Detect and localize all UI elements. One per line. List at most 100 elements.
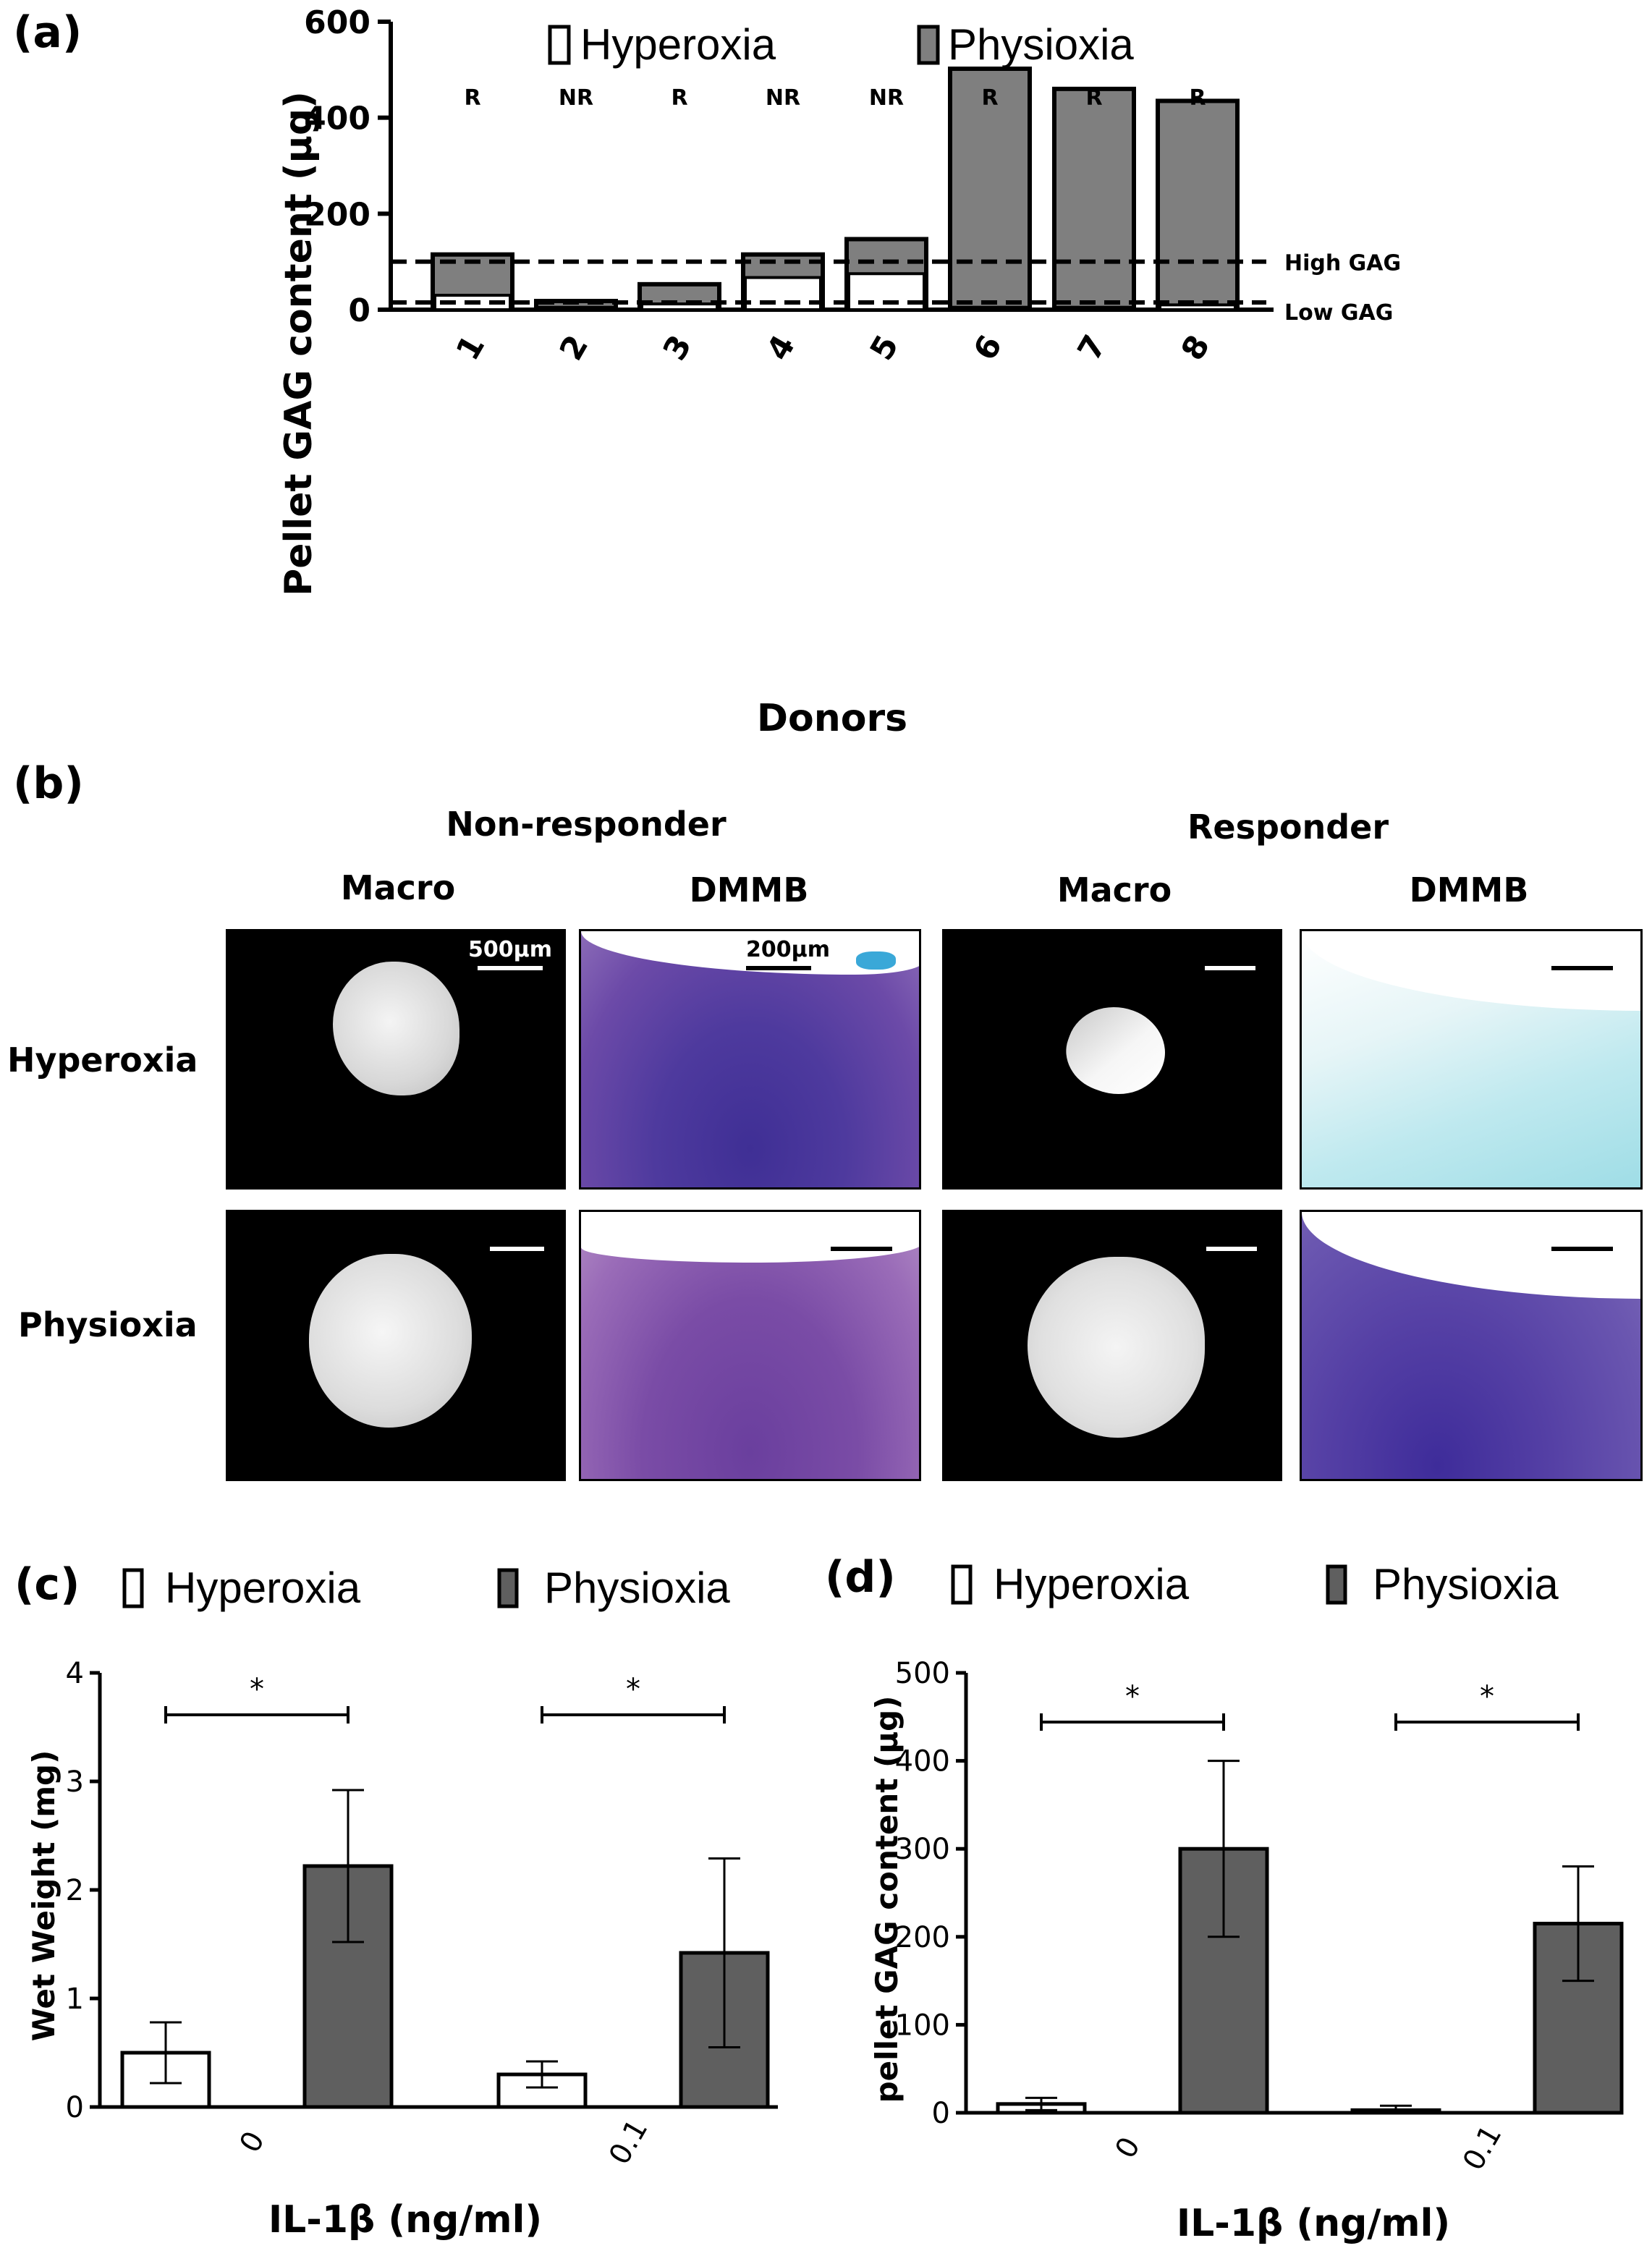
legend-c-physioxia-swatch bbox=[497, 1568, 519, 1608]
panel-a-y-axis-title: Pellet GAG content (μg) bbox=[277, 91, 321, 596]
panel-a-bar-hyperoxia bbox=[1055, 305, 1133, 311]
panel-a-letter: (a) bbox=[13, 7, 82, 58]
panel-d-y-tick-label: 0 bbox=[932, 2097, 950, 2130]
dmmb-image-responder-physioxia bbox=[1300, 1210, 1643, 1481]
legend-c-hyperoxia-swatch bbox=[122, 1568, 144, 1608]
panel-a-threshold-label: High GAG bbox=[1284, 251, 1401, 276]
panel-d-x-tick-label: 0.1 bbox=[1457, 2119, 1509, 2176]
row-header-physioxia: Physioxia bbox=[18, 1305, 198, 1344]
panel-b: (b) Non-responder Responder Macro DMMB M… bbox=[0, 752, 1652, 1481]
legend-hyperoxia-label: Hyperoxia bbox=[580, 20, 776, 69]
panel-a-response-label: NR bbox=[869, 85, 904, 111]
legend-d-physioxia-swatch bbox=[1326, 1564, 1347, 1605]
panel-d-y-tick-label: 200 bbox=[895, 1921, 950, 1954]
panel-a-x-tick-label: 7 bbox=[1071, 329, 1114, 367]
macro-image-responder-hyperoxia bbox=[942, 929, 1282, 1190]
panel-a-response-label: NR bbox=[766, 85, 800, 111]
legend-d-physioxia-label: Physioxia bbox=[1373, 1560, 1559, 1608]
panel-a-response-label: NR bbox=[559, 85, 593, 111]
panel-a-bar-physioxia bbox=[1156, 98, 1240, 312]
panel-c-x-tick-label: 0.1 bbox=[603, 2114, 655, 2170]
panel-d-y-tick-label: 100 bbox=[895, 2009, 950, 2042]
panel-a-bar-hyperoxia bbox=[537, 305, 615, 311]
panel-a-x-tick-label: 3 bbox=[656, 329, 699, 367]
legend-physioxia-swatch bbox=[917, 25, 940, 65]
panel-d-x-tick-label: 0 bbox=[1109, 2132, 1147, 2164]
panel-a-threshold-label: Low GAG bbox=[1284, 300, 1393, 326]
panel-d-bar-hyperoxia bbox=[1350, 2108, 1441, 2115]
panel-d-x-axis-title: IL-1β (ng/ml) bbox=[1177, 2202, 1450, 2245]
panel-a-bar-hyperoxia bbox=[744, 276, 822, 312]
panel-c-y-tick-label: 0 bbox=[66, 2091, 84, 2124]
panel-d-y-tick-label: 400 bbox=[895, 1745, 950, 1778]
legend-physioxia-label: Physioxia bbox=[948, 20, 1134, 69]
scale-bar-label-dmmb: 200μm bbox=[746, 937, 830, 962]
column-header-dmmb-2: DMMB bbox=[1409, 870, 1529, 910]
column-header-dmmb-1: DMMB bbox=[689, 870, 809, 910]
panel-a-response-label: R bbox=[1085, 85, 1102, 111]
panel-d-letter: (d) bbox=[825, 1552, 896, 1603]
legend-c-physioxia-label: Physioxia bbox=[544, 1564, 730, 1612]
panel-c-y-tick-label: 2 bbox=[66, 1874, 84, 1907]
panel-c-y-axis-title: Wet Weight (mg) bbox=[26, 1750, 62, 2042]
column-header-macro-1: Macro bbox=[340, 868, 456, 907]
panel-a-bar-hyperoxia bbox=[951, 305, 1029, 311]
panel-d-y-tick-label: 300 bbox=[895, 1833, 950, 1866]
dmmb-image-nonresponder-hyperoxia: 200μm bbox=[579, 929, 921, 1190]
panel-c-bar-physioxia bbox=[679, 1951, 770, 2109]
panel-c-plot: 0 1 2 3 4 * 0 * 0.1 bbox=[66, 1657, 778, 2171]
panel-c-letter: (c) bbox=[14, 1559, 80, 1610]
dmmb-image-responder-hyperoxia bbox=[1300, 929, 1643, 1190]
panel-c-bar-physioxia bbox=[302, 1864, 394, 2109]
panel-a-x-tick-label: 1 bbox=[449, 329, 492, 367]
panel-a-y-tick-label: 600 bbox=[304, 4, 370, 41]
panel-d-significance-marker: * bbox=[1480, 1680, 1494, 1713]
panel-a-chart: (a) Hyperoxia Physioxia Pellet GAG conte… bbox=[13, 4, 1401, 740]
panel-c-y-tick-label: 1 bbox=[66, 1983, 84, 2016]
panel-a-response-label: R bbox=[671, 85, 687, 111]
panel-d-bar-physioxia bbox=[1533, 1922, 1624, 2115]
panel-d-bar-hyperoxia bbox=[996, 2102, 1087, 2115]
panel-a-y-tick-label: 200 bbox=[304, 196, 370, 233]
panel-a-bar-physioxia bbox=[1052, 86, 1136, 312]
panel-a-x-tick-label: 6 bbox=[967, 329, 1009, 367]
panel-c-significance-marker: * bbox=[250, 1673, 264, 1706]
legend-c-hyperoxia-label: Hyperoxia bbox=[165, 1564, 361, 1612]
panel-d-plot: 0 100 200 300 400 500 * 0 * 0.1 bbox=[895, 1657, 1624, 2176]
panel-a-x-tick-label: 4 bbox=[760, 329, 802, 367]
row-header-hyperoxia: Hyperoxia bbox=[7, 1040, 198, 1080]
panel-c-bar-hyperoxia bbox=[120, 2051, 211, 2109]
panel-c-x-tick-label: 0 bbox=[233, 2126, 271, 2158]
panel-d-significance-marker: * bbox=[1125, 1680, 1140, 1713]
panel-a-response-label: R bbox=[464, 85, 480, 111]
column-header-macro-2: Macro bbox=[1056, 870, 1172, 910]
panel-a-response-label: R bbox=[1189, 85, 1206, 111]
panel-d-y-axis-title: pellet GAG content (μg) bbox=[869, 1696, 905, 2103]
panel-c-significance-marker: * bbox=[626, 1673, 640, 1706]
panel-c-y-tick-label: 4 bbox=[66, 1657, 84, 1690]
group-header-non-responder: Non-responder bbox=[446, 805, 727, 844]
panel-b-letter: (b) bbox=[13, 758, 84, 809]
group-header-responder: Responder bbox=[1187, 807, 1389, 847]
panel-a-bar-hyperoxia bbox=[640, 302, 719, 312]
panel-a-x-tick-label: 5 bbox=[863, 329, 906, 367]
dmmb-image-nonresponder-physioxia bbox=[579, 1210, 921, 1481]
panel-c-y-tick-label: 3 bbox=[66, 1765, 84, 1799]
legend-hyperoxia-swatch bbox=[548, 25, 571, 65]
panel-c-bar-hyperoxia bbox=[496, 2072, 588, 2109]
legend-d-hyperoxia-swatch bbox=[951, 1564, 973, 1605]
macro-image-responder-physioxia bbox=[942, 1210, 1282, 1481]
macro-image-nonresponder-hyperoxia: 500μm bbox=[226, 929, 566, 1190]
panel-a-x-tick-label: 2 bbox=[553, 329, 596, 367]
panel-d-bar-physioxia bbox=[1178, 1847, 1269, 2115]
panel-d-y-tick-label: 500 bbox=[895, 1657, 950, 1690]
scale-bar-label-macro: 500μm bbox=[468, 937, 552, 962]
panel-a-response-label: R bbox=[981, 85, 998, 111]
macro-image-nonresponder-physioxia bbox=[226, 1210, 566, 1481]
panel-a-bar-hyperoxia bbox=[1158, 303, 1237, 312]
panel-a-x-axis-title: Donors bbox=[757, 697, 907, 740]
panel-a-y-tick-label: 0 bbox=[348, 292, 370, 329]
panel-a-y-tick-label: 400 bbox=[304, 101, 370, 137]
legend-d-hyperoxia-label: Hyperoxia bbox=[994, 1560, 1190, 1608]
panel-a-x-tick-label: 8 bbox=[1174, 329, 1217, 367]
